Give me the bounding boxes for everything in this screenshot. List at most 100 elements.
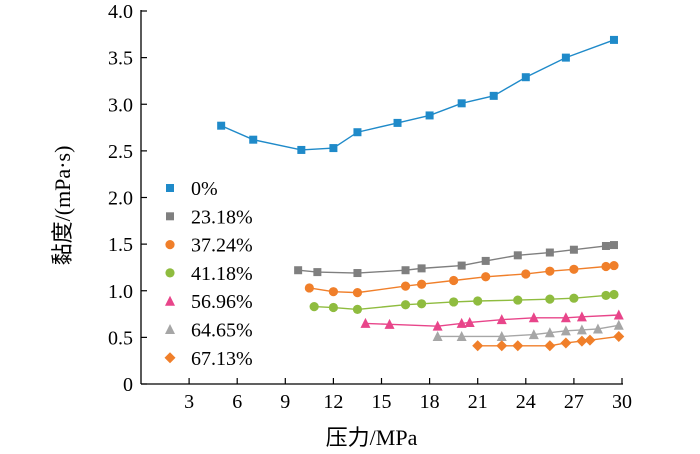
data-point [432, 320, 443, 331]
data-point [592, 323, 603, 334]
data-point [400, 300, 411, 310]
x-axis-label: 压力/MPa [326, 425, 418, 450]
x-tick-label: 30 [612, 391, 632, 413]
data-point [528, 312, 539, 323]
y-tick-label: 2.5 [108, 141, 133, 163]
data-point [384, 318, 395, 329]
y-tick-label: 4.0 [108, 1, 133, 23]
x-tick-label: 6 [232, 391, 242, 413]
data-point [297, 145, 306, 154]
x-tick-label: 3 [184, 391, 194, 413]
data-point [496, 330, 507, 341]
data-point [496, 314, 507, 325]
y-tick-label: 3.0 [108, 94, 133, 116]
data-point [393, 118, 402, 127]
data-point [569, 245, 578, 254]
data-point [472, 340, 484, 352]
data-point [416, 299, 427, 309]
y-tick-label: 3.5 [108, 48, 133, 70]
legend-marker [165, 295, 175, 306]
series-5 [432, 319, 624, 341]
data-point [481, 272, 491, 282]
data-point [249, 135, 258, 144]
legend-label: 67.13% [191, 348, 253, 370]
data-point [513, 251, 522, 260]
y-tick-label: 1.0 [108, 281, 133, 303]
data-point [576, 311, 587, 322]
data-point [400, 281, 411, 291]
data-point [352, 288, 363, 298]
data-point [217, 121, 226, 130]
data-point [544, 327, 555, 338]
data-point [601, 290, 611, 301]
data-point [609, 35, 618, 44]
data-point [544, 340, 556, 352]
data-point [456, 317, 467, 328]
data-point [353, 128, 362, 137]
x-tick-label: 24 [516, 391, 536, 413]
data-point [496, 340, 508, 352]
legend-marker [165, 240, 175, 250]
data-point [521, 269, 531, 279]
data-point [449, 297, 459, 307]
data-point [601, 241, 610, 250]
data-point [613, 330, 625, 342]
legend-marker [165, 324, 175, 334]
data-point [456, 330, 467, 341]
data-point [352, 304, 363, 314]
legend-label: 56.96% [191, 291, 253, 313]
series-line [365, 314, 619, 327]
data-point [560, 312, 571, 323]
legend-marker [166, 212, 174, 221]
data-point [545, 248, 554, 257]
x-tick-label: 21 [468, 391, 488, 413]
legend-label: 37.24% [191, 235, 253, 257]
data-point [457, 99, 466, 108]
data-point [613, 319, 624, 330]
data-point [521, 73, 530, 82]
series-6 [472, 330, 625, 352]
data-point [432, 330, 443, 341]
data-point [473, 296, 483, 306]
data-point [609, 260, 619, 271]
plot-area [217, 35, 625, 352]
series-line [298, 244, 615, 274]
data-point [309, 302, 319, 312]
x-tick-label: 12 [323, 391, 343, 413]
y-axis-label: 黏度/(mPa·s) [50, 146, 75, 266]
data-point [457, 261, 466, 270]
x-tick-label: 27 [564, 391, 584, 413]
data-point [609, 289, 619, 300]
x-tick-label: 9 [280, 391, 290, 413]
data-point [528, 329, 539, 340]
data-point [481, 256, 490, 265]
series-4 [360, 309, 624, 331]
series-line [220, 39, 615, 151]
legend-label: 64.65% [191, 320, 253, 342]
data-point [560, 325, 571, 336]
data-point [328, 302, 338, 313]
series-3 [309, 289, 619, 314]
legend-label: 41.18% [191, 263, 253, 285]
data-point [613, 309, 624, 320]
data-point [464, 316, 475, 327]
data-point [417, 264, 426, 273]
data-point [425, 111, 434, 120]
data-point [304, 283, 314, 293]
data-point [561, 53, 570, 62]
data-point [416, 279, 427, 289]
legend-marker [166, 184, 174, 192]
data-point [449, 275, 459, 286]
data-point [512, 340, 524, 352]
legend-marker [165, 268, 175, 278]
data-point [294, 266, 303, 275]
data-point [584, 334, 596, 346]
data-point [601, 261, 611, 272]
ticks: 0 0.5 1.0 1.5 2.0 2.5 3.0 3.5 4.0 3 6 9 12 15 18 21 24 27… [108, 1, 632, 413]
series-1 [294, 241, 618, 278]
x-tick-label: 18 [420, 391, 440, 413]
series-2 [304, 260, 619, 298]
y-tick-label: 2.0 [108, 188, 133, 210]
data-point [328, 287, 338, 297]
